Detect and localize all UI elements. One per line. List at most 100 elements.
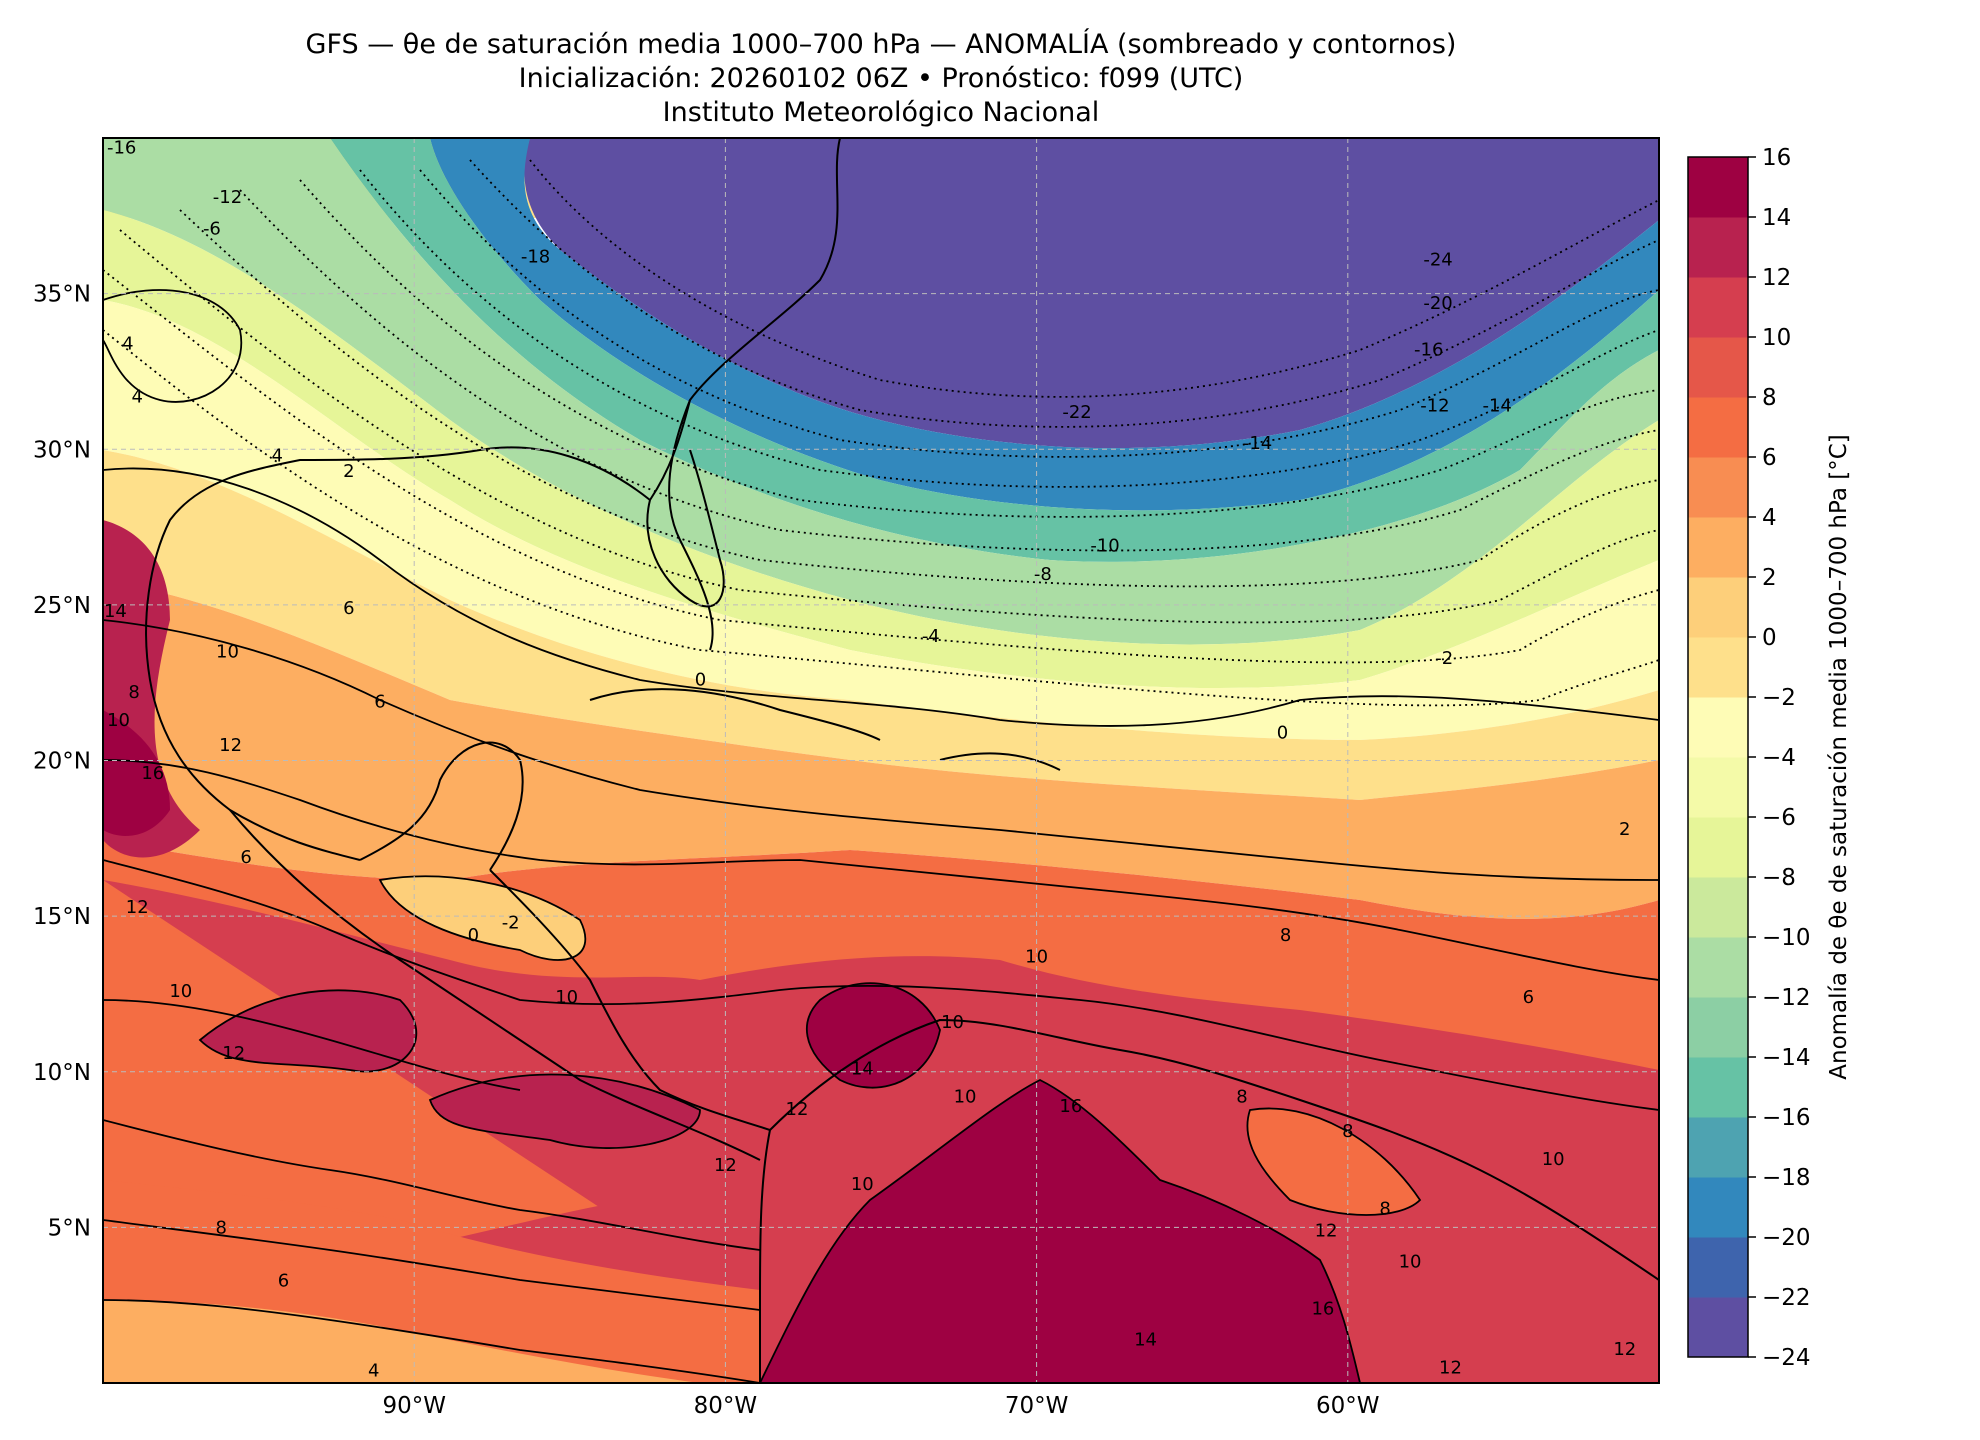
contour-label: -18 xyxy=(521,246,550,267)
region-orange-south-plains xyxy=(1247,1108,1420,1215)
map-frame xyxy=(102,137,1660,1384)
contour-label: -14 xyxy=(1243,433,1272,454)
colorbar-segment xyxy=(1688,637,1748,698)
region-darkred-south-america xyxy=(760,1080,1360,1383)
colorbar xyxy=(1688,157,1748,1358)
chart-subtitle-init: Inicialización: 20260102 06Z • Pronóstic… xyxy=(518,63,1244,94)
contour-line xyxy=(103,269,1659,664)
contour-label: 12 xyxy=(1613,1339,1636,1360)
contour-label: 16 xyxy=(1059,1096,1082,1117)
contour-line xyxy=(378,875,587,961)
contour-line xyxy=(103,619,1659,881)
contour-label: 4 xyxy=(132,386,143,407)
contour-line xyxy=(103,289,243,403)
colorbar-tick-label: −22 xyxy=(1762,1285,1811,1311)
contour-label: 12 xyxy=(126,897,149,918)
contour-line xyxy=(103,999,521,1091)
lon-tick-label: 90°W xyxy=(382,1393,446,1419)
contour-label: -2 xyxy=(502,912,520,933)
contour-line xyxy=(1246,1107,1422,1216)
colorbar-segment xyxy=(1688,697,1748,758)
contour-line xyxy=(359,169,1659,488)
coastline-florida xyxy=(646,399,725,608)
contour-label: 10 xyxy=(216,642,239,663)
contour-label: 16 xyxy=(1311,1298,1334,1319)
lat-tick-label: 15°N xyxy=(33,904,91,930)
contour-label: 10 xyxy=(851,1174,874,1195)
contour-line xyxy=(299,179,1659,518)
contour-line xyxy=(103,859,1659,1111)
contour-label: 6 xyxy=(240,847,251,868)
contour-label: 2 xyxy=(343,461,354,482)
colorbar-tick-label: −4 xyxy=(1762,745,1796,771)
colorbar-segment xyxy=(1688,1117,1748,1178)
cold-region-blue xyxy=(430,138,1659,511)
contour-line xyxy=(103,1299,761,1383)
contour-label: 8 xyxy=(1236,1087,1247,1108)
contour-label: -6 xyxy=(203,218,221,239)
contour-label: -2 xyxy=(1435,648,1453,669)
lon-tick-label: 60°W xyxy=(1316,1393,1380,1419)
contour-label: 10 xyxy=(169,981,192,1002)
contour-label: 0 xyxy=(695,670,706,691)
colorbar-tick-label: −18 xyxy=(1762,1165,1811,1191)
contour-label: 12 xyxy=(714,1155,737,1176)
coastline-gulf xyxy=(145,446,651,861)
contour-label: -12 xyxy=(213,187,242,208)
colorbar-tick-label: 8 xyxy=(1762,385,1777,411)
coastline-sa-west xyxy=(758,1129,771,1383)
coastline-pacific-ca xyxy=(229,809,761,1161)
contour-label: -10 xyxy=(1090,536,1119,557)
colorbar-tick-label: −8 xyxy=(1762,865,1796,891)
contour-label: 10 xyxy=(1399,1252,1422,1273)
contour-label: 6 xyxy=(374,691,385,712)
contour-label: -22 xyxy=(1062,402,1091,423)
contour-label: 8 xyxy=(216,1217,227,1238)
cold-region-purple xyxy=(524,138,1659,449)
colorbar-segment xyxy=(1688,1297,1748,1358)
colorbar-segment xyxy=(1688,757,1748,818)
contour-line xyxy=(198,989,418,1073)
colorbar-tick-label: −12 xyxy=(1762,985,1811,1011)
contour-label: 10 xyxy=(1542,1149,1565,1170)
lat-tick-label: 25°N xyxy=(33,593,91,619)
contour-label: 10 xyxy=(941,1012,964,1033)
region-orange-light xyxy=(103,580,1659,919)
lat-tick-label: 30°N xyxy=(33,437,91,463)
contour-line xyxy=(179,209,1659,588)
colorbar-tick-label: 14 xyxy=(1762,205,1791,231)
contour-label: 4 xyxy=(368,1361,379,1382)
contour-label: 14 xyxy=(104,601,127,622)
colorbar-ticks: −24−22−20−18−16−14−12−10−8−6−4−202468101… xyxy=(1748,145,1811,1371)
colorbar-tick-label: −14 xyxy=(1762,1045,1811,1071)
contour-line xyxy=(469,159,1659,428)
colorbar-segment xyxy=(1688,457,1748,518)
contour-label: -12 xyxy=(1420,396,1449,417)
contour-label: -4 xyxy=(922,626,940,647)
contour-line xyxy=(119,229,1659,624)
contour-line xyxy=(103,467,1659,727)
contour-label: 10 xyxy=(1025,947,1048,968)
contour-label: 12 xyxy=(786,1099,809,1120)
lat-tick-label: 20°N xyxy=(33,749,91,775)
contour-label: 2 xyxy=(1619,819,1630,840)
colorbar-tick-label: −24 xyxy=(1762,1345,1811,1371)
lat-tick-label: 35°N xyxy=(33,282,91,308)
lat-tick-label: 5°N xyxy=(48,1215,91,1241)
coastline-hispaniola xyxy=(939,752,1061,771)
contour-label: 6 xyxy=(1523,987,1534,1008)
colorbar-segment xyxy=(1688,937,1748,998)
contour-labels-layer: -16-12-6-18 -24-20-16-12 -14-22-14-10-8-4-… xyxy=(104,137,1636,1381)
contour-label: 14 xyxy=(851,1059,874,1080)
colorbar-tick-label: 6 xyxy=(1762,445,1777,471)
cold-region-teal xyxy=(330,138,1659,562)
chart-title: GFS — θe de saturación media 1000–700 hP… xyxy=(305,29,1457,60)
colorbar-segment xyxy=(1688,817,1748,878)
colorbar-tick-label: −2 xyxy=(1762,685,1796,711)
colorbar-segment xyxy=(1688,1177,1748,1238)
colorbar-segment xyxy=(1688,577,1748,638)
colorbar-segment xyxy=(1688,217,1748,278)
colorbar-tick-label: −16 xyxy=(1762,1105,1811,1131)
contour-label: 0 xyxy=(1277,722,1288,743)
